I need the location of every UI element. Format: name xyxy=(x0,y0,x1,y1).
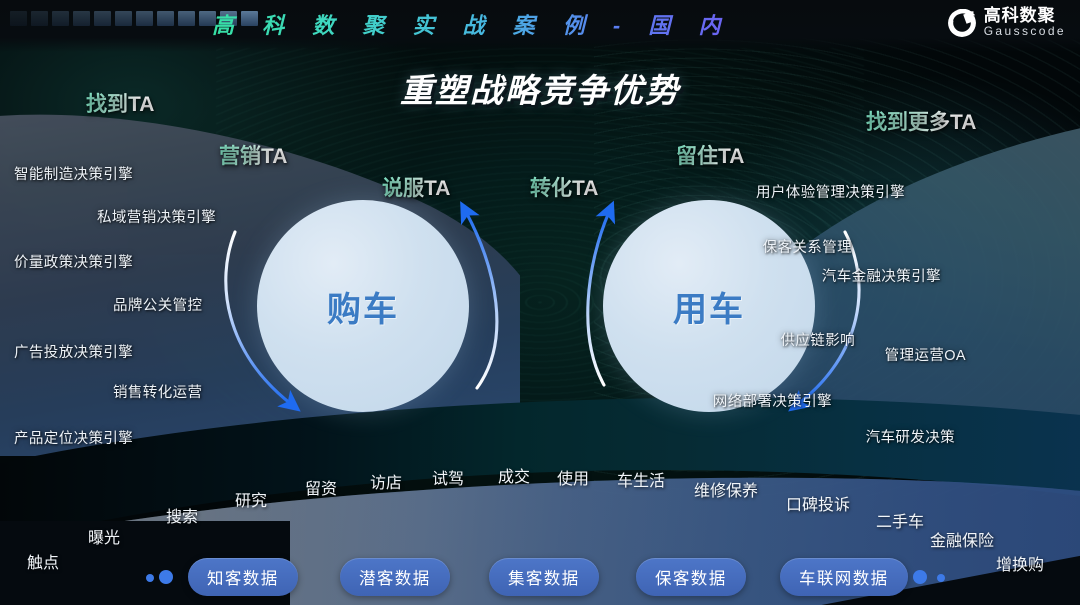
journey-label-8: 使用 xyxy=(557,471,590,488)
engine-label-left-2: 价量政策决策引擎 xyxy=(14,255,134,271)
pill-dot-2 xyxy=(913,570,927,584)
journey-label-3: 研究 xyxy=(235,493,268,510)
pill-dot-0 xyxy=(146,574,154,582)
journey-label-9: 车生活 xyxy=(617,473,666,490)
header-dash-decoration xyxy=(10,11,258,26)
journey-label-4: 留资 xyxy=(305,481,338,498)
engine-label-right-6: 汽车研发决策 xyxy=(865,430,955,446)
journey-label-0: 触点 xyxy=(27,555,60,572)
stage-circle-use[interactable]: 用车 xyxy=(603,200,815,412)
data-pill-4[interactable]: 车联网数据 xyxy=(780,558,908,596)
engine-label-right-0: 用户体验管理决策引擎 xyxy=(756,185,905,201)
header-dash xyxy=(10,11,27,26)
engine-label-left-5: 销售转化运营 xyxy=(113,385,203,401)
stage-circle-use-label: 用车 xyxy=(673,290,745,329)
journey-label-1: 曝光 xyxy=(88,530,121,547)
engine-label-right-1: 保客关系管理 xyxy=(762,240,852,256)
header-dash xyxy=(157,11,174,26)
journey-label-11: 口碑投诉 xyxy=(786,497,851,514)
pill-dot-1 xyxy=(159,570,173,584)
stage-circle-buy[interactable]: 购车 xyxy=(257,200,469,412)
data-pill-3[interactable]: 保客数据 xyxy=(636,558,746,596)
logo-text-en: Gausscode xyxy=(983,23,1066,38)
journey-label-13: 金融保险 xyxy=(930,533,995,550)
ta-label-3: 转化TA xyxy=(530,172,598,202)
engine-label-left-4: 广告投放决策引擎 xyxy=(14,345,134,361)
header-title: 高 科 数 聚 实 战 案 例 - 国 内 xyxy=(212,8,731,40)
header-dash xyxy=(199,11,216,26)
pill-dot-3 xyxy=(937,574,945,582)
ta-label-1: 营销TA xyxy=(219,140,287,170)
ta-label-2: 说服TA xyxy=(382,172,450,202)
ta-label-4: 留住TA xyxy=(676,140,744,170)
engine-label-left-6: 产品定位决策引擎 xyxy=(14,431,134,447)
data-pill-1[interactable]: 潜客数据 xyxy=(340,558,450,596)
engine-label-left-1: 私域营销决策引擎 xyxy=(97,210,217,226)
header-dash xyxy=(178,11,195,26)
data-pill-2[interactable]: 集客数据 xyxy=(489,558,599,596)
journey-label-2: 搜索 xyxy=(166,509,199,526)
slide-header: 高 科 数 聚 实 战 案 例 - 国 内 高科数聚 Gausscode xyxy=(0,0,1080,52)
header-dash xyxy=(115,11,132,26)
gausscode-logo-mark-icon xyxy=(947,8,976,37)
header-dash xyxy=(136,11,153,26)
ta-label-0: 找到TA xyxy=(86,88,154,118)
journey-label-10: 维修保养 xyxy=(694,483,759,500)
logo-text-cn: 高科数聚 xyxy=(983,6,1056,25)
header-dash xyxy=(220,11,237,26)
engine-label-right-3: 供应链影响 xyxy=(780,333,855,349)
page-title: 重塑战略竞争优势 xyxy=(400,72,680,109)
brand-logo: 高科数聚 Gausscode xyxy=(947,7,1066,39)
engine-label-left-3: 品牌公关管控 xyxy=(113,298,203,314)
journey-label-14: 增换购 xyxy=(996,557,1045,574)
data-pill-0[interactable]: 知客数据 xyxy=(188,558,298,596)
header-dash xyxy=(31,11,48,26)
ta-label-5: 找到更多TA xyxy=(866,106,976,136)
stage-circle-buy-label: 购车 xyxy=(327,290,399,329)
engine-label-right-2: 汽车金融决策引擎 xyxy=(821,269,941,285)
engine-label-right-4: 管理运营OA xyxy=(884,348,966,364)
header-dash xyxy=(241,11,258,26)
engine-label-left-0: 智能制造决策引擎 xyxy=(14,167,134,183)
header-dash xyxy=(94,11,111,26)
journey-label-7: 成交 xyxy=(498,469,531,486)
header-dash xyxy=(52,11,69,26)
engine-label-right-5: 网络部署决策引擎 xyxy=(712,394,832,410)
logo-text-group: 高科数聚 Gausscode xyxy=(984,7,1066,39)
header-dash xyxy=(73,11,90,26)
journey-label-5: 访店 xyxy=(370,475,403,492)
journey-label-6: 试驾 xyxy=(432,471,465,488)
journey-label-12: 二手车 xyxy=(876,514,925,531)
